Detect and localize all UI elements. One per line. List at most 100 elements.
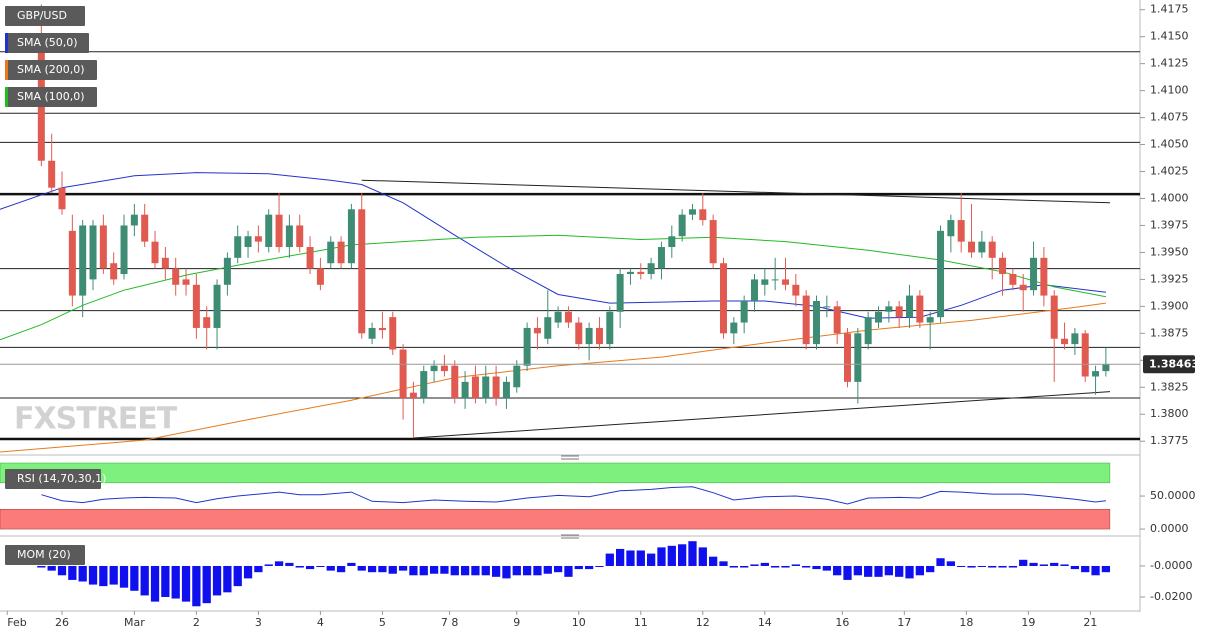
candle-body bbox=[750, 279, 758, 301]
momentum-bar bbox=[481, 565, 490, 576]
candle-body bbox=[151, 241, 159, 264]
momentum-bar bbox=[347, 562, 356, 566]
candle-body bbox=[275, 214, 283, 248]
resize-handle[interactable] bbox=[561, 534, 579, 539]
momentum-bar bbox=[1070, 565, 1080, 570]
candle-body bbox=[978, 241, 986, 253]
y-tick-label: -0.0200 bbox=[1150, 590, 1192, 603]
candle-body bbox=[502, 381, 510, 399]
candle-body bbox=[792, 284, 800, 296]
legend-swatch bbox=[5, 87, 8, 107]
momentum-bar bbox=[243, 565, 253, 579]
y-tick-label: 50.0000 bbox=[1150, 489, 1196, 502]
candle-body bbox=[265, 214, 273, 248]
candle-body bbox=[657, 247, 665, 269]
momentum-bar bbox=[719, 561, 728, 566]
momentum-bar bbox=[109, 565, 118, 585]
candle-body bbox=[781, 279, 789, 285]
momentum-bar bbox=[740, 565, 749, 568]
candle-body bbox=[895, 306, 903, 318]
momentum-bar bbox=[833, 565, 842, 576]
momentum-bar bbox=[584, 565, 594, 570]
momentum-bar bbox=[977, 565, 987, 567]
candle-body bbox=[79, 225, 87, 296]
candle-body bbox=[48, 160, 56, 188]
current-price-label: 1.38463 bbox=[1149, 357, 1199, 370]
legend-label: RSI (14,70,30,1) bbox=[17, 472, 106, 485]
momentum-bar bbox=[988, 565, 997, 568]
x-tick-label: 10 bbox=[572, 616, 586, 629]
candle-body bbox=[358, 209, 366, 334]
legend-box bbox=[5, 60, 97, 80]
candle-body bbox=[616, 274, 624, 312]
candle-body bbox=[337, 241, 345, 264]
candle-body bbox=[968, 241, 976, 253]
momentum-bar bbox=[843, 565, 852, 580]
candle-body bbox=[678, 214, 686, 237]
candle-body bbox=[99, 225, 107, 269]
momentum-bar bbox=[295, 565, 304, 568]
candle-body bbox=[1030, 257, 1038, 291]
resize-handle[interactable] bbox=[561, 455, 579, 460]
trend-line bbox=[361, 179, 1111, 204]
current-price-box bbox=[1143, 355, 1195, 374]
candle-body bbox=[699, 209, 707, 221]
candle-body bbox=[885, 306, 893, 312]
momentum-bar bbox=[460, 565, 470, 576]
x-tick-label: 14 bbox=[758, 616, 772, 629]
candle-body bbox=[771, 279, 779, 281]
candle-body bbox=[575, 322, 583, 345]
momentum-bar bbox=[398, 565, 408, 571]
y-tick-label: 1.3900 bbox=[1150, 299, 1189, 312]
candle-body bbox=[957, 220, 965, 242]
y-tick-label: 1.3775 bbox=[1150, 434, 1189, 447]
momentum-bar bbox=[47, 565, 56, 571]
x-tick-label: 4 bbox=[317, 616, 324, 629]
candle-body bbox=[316, 268, 324, 285]
momentum-bar bbox=[605, 553, 614, 566]
candle-body bbox=[461, 381, 469, 399]
candle-body bbox=[544, 317, 552, 339]
sma-line bbox=[0, 302, 1106, 453]
y-tick-label: 1.4175 bbox=[1150, 3, 1189, 16]
momentum-bar bbox=[1008, 565, 1018, 568]
momentum-bar bbox=[192, 565, 201, 607]
candle-body bbox=[327, 241, 335, 264]
candle-body bbox=[368, 327, 376, 339]
candle-body bbox=[864, 317, 872, 345]
momentum-bar bbox=[615, 548, 625, 566]
momentum-bar bbox=[533, 565, 542, 576]
candle-body bbox=[58, 187, 66, 210]
momentum-bar bbox=[709, 556, 718, 566]
momentum-bar bbox=[119, 565, 129, 588]
x-tick-label: 19 bbox=[1021, 616, 1035, 629]
candle-body bbox=[440, 365, 448, 372]
candle-body bbox=[854, 333, 862, 382]
momentum-bar bbox=[564, 565, 573, 577]
y-tick-label: 1.3875 bbox=[1150, 326, 1189, 339]
candle-body bbox=[823, 306, 831, 308]
x-tick-label: 12 bbox=[696, 616, 710, 629]
candle-body bbox=[420, 371, 428, 399]
momentum-bar bbox=[895, 565, 904, 577]
momentum-bar bbox=[1029, 562, 1038, 566]
candle-body bbox=[1102, 364, 1110, 372]
candle-body bbox=[637, 271, 645, 275]
momentum-bar bbox=[1050, 562, 1059, 566]
momentum-bar bbox=[750, 564, 759, 566]
oversold-zone bbox=[0, 508, 1111, 530]
legend-swatch bbox=[5, 60, 8, 80]
candle-body bbox=[141, 214, 149, 242]
candle-body bbox=[688, 209, 696, 215]
momentum-bar bbox=[233, 565, 242, 587]
candle-body bbox=[399, 349, 407, 399]
candle-body bbox=[110, 263, 118, 280]
momentum-bar bbox=[553, 565, 563, 573]
candle-body bbox=[916, 295, 924, 323]
candle-body bbox=[626, 271, 634, 275]
momentum-bar bbox=[171, 565, 180, 599]
legend-box bbox=[5, 545, 85, 565]
momentum-bar bbox=[884, 565, 893, 576]
